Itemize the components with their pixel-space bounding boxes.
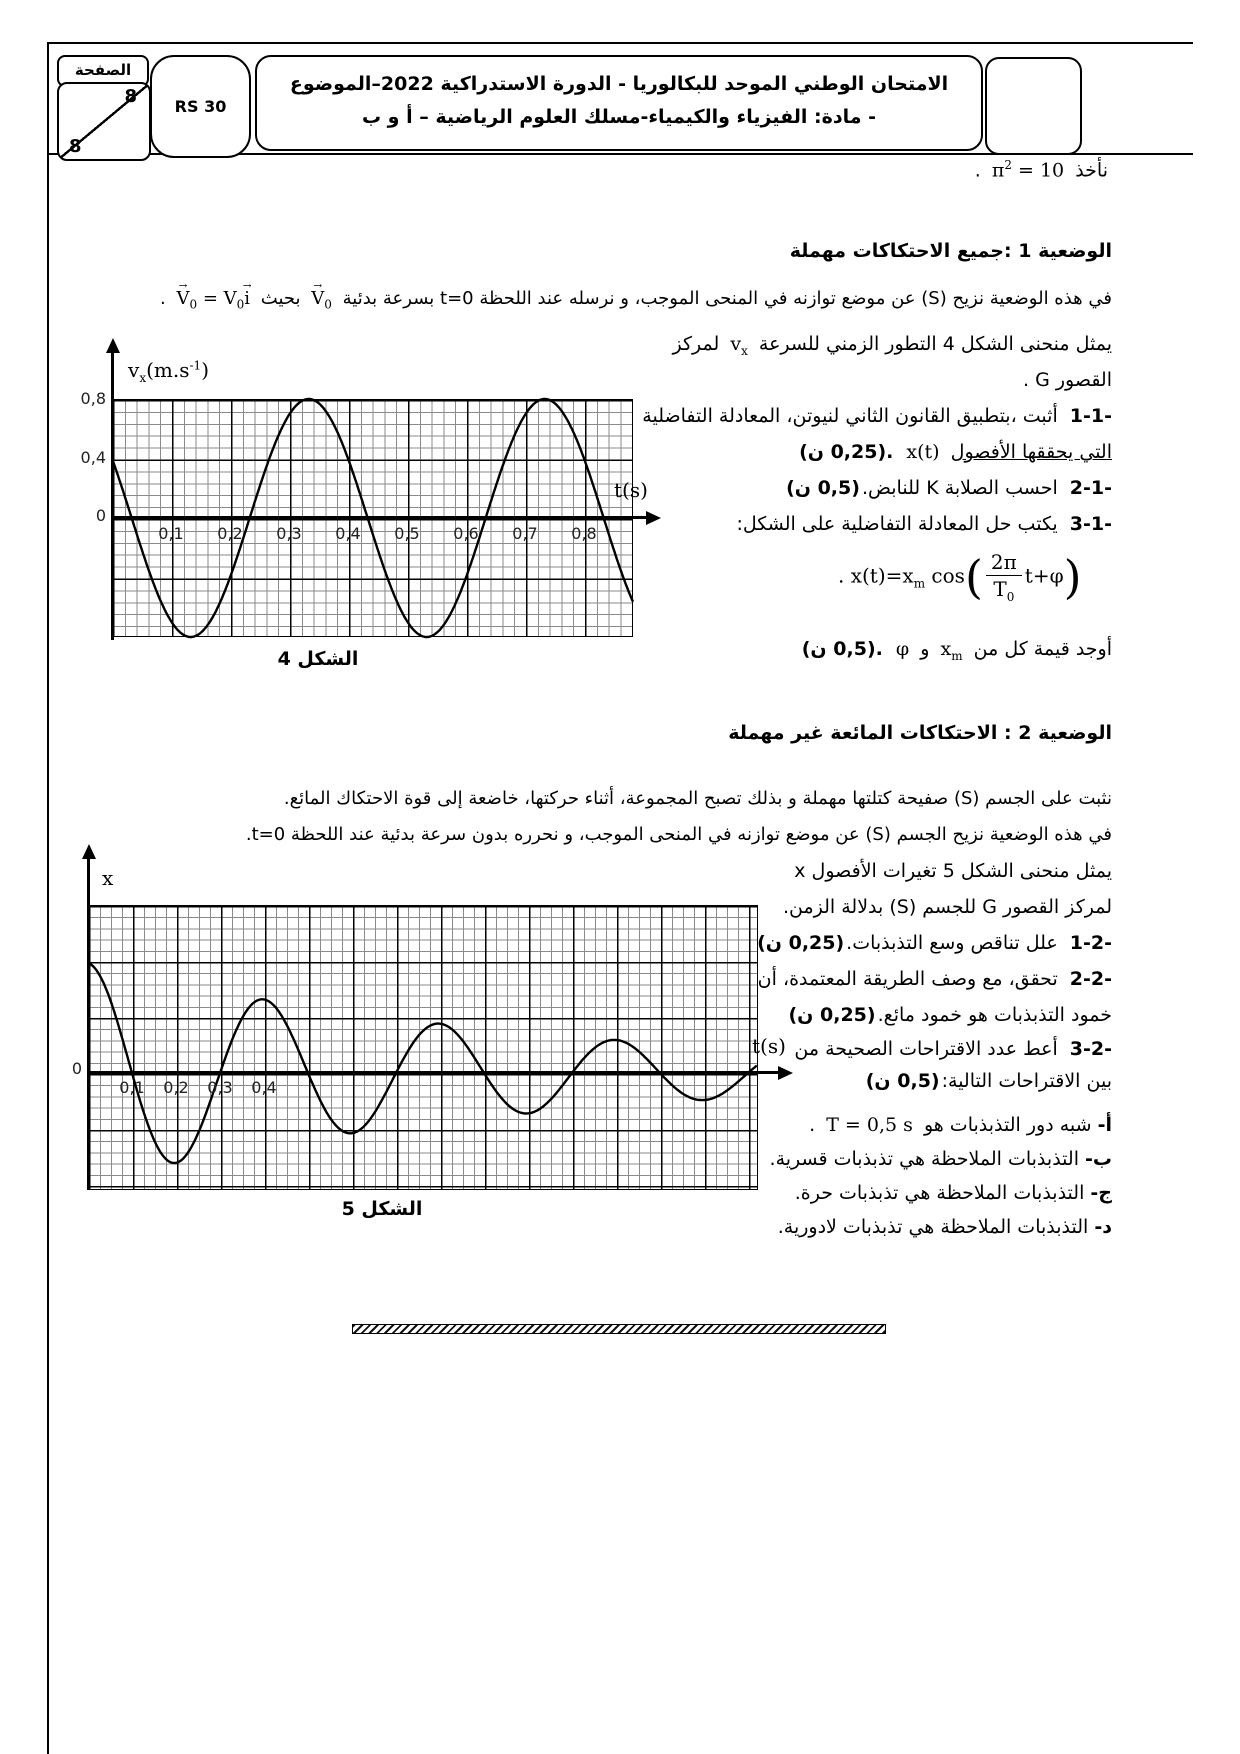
question-2-3-line1: 3-2- أعط عدد الاقتراحات الصحيحة من (794, 1038, 1112, 1060)
question-2-1-number: 1-2- (1069, 932, 1112, 954)
section-separator-bar (352, 1324, 886, 1334)
vx-symbol: vx (730, 333, 748, 358)
question-1-2-number: 2-1- (1069, 477, 1112, 499)
section2-paragraph1: نثبت على الجسم (S) صفيحة كتلتها مهملة و … (283, 788, 1112, 809)
question-1-1-line2: التي يحققها الأفصول x(t) .(0,25 ن) (799, 441, 1112, 463)
section1-title: الوضعية 1 :جميع الاحتكاكات مهملة (789, 240, 1112, 262)
fig4-zero-label: 0 (95, 506, 106, 525)
question-2-1: 1-2- علل تناقص وسع التذبذبات.(0,25 ن) (757, 932, 1112, 954)
question-2-3-line2: بين الاقتراحات التالية:(0,5 ن) (865, 1070, 1112, 1092)
fig5-x-tick-label: 0,3 (207, 1078, 233, 1097)
fig4-time-axis (112, 516, 648, 519)
xm-symbol: xm (940, 638, 963, 663)
exam-code-box: RS 30 (150, 55, 251, 158)
page-label-box: الصفحة (57, 55, 149, 87)
fraction-2pi-T0: 2π T0 (985, 550, 1022, 604)
fig4-caption: الشكل 4 (277, 648, 359, 670)
question-1-1-line1: 1-1- أثبت ،بتطبيق القانون الثاني لنيوتن،… (642, 405, 1112, 427)
solution-equation: . x(t)=xm cos(2π T0 t+φ) (838, 550, 1082, 604)
frame-left-line (47, 42, 49, 1754)
question-2-3-mark: (0,5 ن) (865, 1070, 940, 1092)
fig4-x-tick-label: 0,5 (394, 524, 420, 543)
fig5-time-axis-arrow (778, 1065, 793, 1080)
page-number-current: 8 (124, 86, 137, 107)
xt-symbol: x(t) (906, 441, 940, 463)
fig5-caption: الشكل 5 (341, 1198, 423, 1220)
fig5-y-axis-label: x (102, 866, 114, 890)
option-d: د- التذبذبات الملاحظة هي تذبذبات لادورية… (777, 1216, 1112, 1238)
question-2-1-mark: (0,25 ن) (757, 932, 845, 954)
fig4-y-axis-arrow (105, 338, 120, 353)
fig4-x-tick-label: 0,4 (335, 524, 361, 543)
question-2-2-line1: 2-2- تحقق، مع وصف الطريقة المعتمدة، أن (757, 968, 1112, 990)
exam-title-line1: الامتحان الوطني الموحد للبكالوريا - الدو… (289, 73, 949, 95)
question-1-1-number: 1-1- (1069, 405, 1112, 427)
fig4-y-tick-label: 0,4 (80, 448, 106, 467)
section2-line1: يمثل منحنى الشكل 5 تغيرات الأفصول x (794, 860, 1112, 882)
fig5-x-tick-label: 0,2 (163, 1078, 189, 1097)
fig4-curve (110, 397, 635, 639)
fig4-x-tick-label: 0,1 (158, 524, 184, 543)
option-c: ج- التذبذبات الملاحظة هي تذبذبات حرة. (794, 1182, 1112, 1204)
header-separator-line (47, 153, 1193, 155)
option-d-key: د- (1094, 1216, 1112, 1238)
fig5-y-axis-arrow (81, 844, 96, 859)
pi-squared-formula: π2 = 10 (991, 158, 1065, 182)
header-empty-box (985, 57, 1082, 155)
section2-paragraph2: في هذه الوضعية نزيح الجسم (S) عن موضع تو… (245, 824, 1112, 845)
fig4-x-tick-label: 0,8 (571, 524, 597, 543)
fig4-x-tick-label: 0,7 (512, 524, 538, 543)
section2-title: الوضعية 2 : الاحتكاكات المائعة غير مهملة (728, 722, 1112, 744)
fig4-x-tick-label: 0,2 (217, 524, 243, 543)
intro-lead: نأخذ (1075, 159, 1108, 182)
section1-line2: القصور G . (1022, 369, 1112, 391)
option-a-key: أ- (1097, 1114, 1112, 1136)
section1-line1: يمثل منحنى الشكل 4 التطور الزمني للسرعة … (672, 333, 1112, 358)
page-fraction-box: 8 8 (57, 82, 151, 161)
fig4-x-tick-label: 0,6 (453, 524, 479, 543)
fig5-grid (88, 905, 758, 1190)
fig4-time-axis-arrow (646, 510, 661, 525)
question-2-2-number: 2-2- (1069, 968, 1112, 990)
question-1-2: 2-1- احسب الصلابة K للنابض.(0,5 ن) (786, 477, 1112, 499)
fig4-x-tick-label: 0,3 (276, 524, 302, 543)
section1-paragraph: في هذه الوضعية نزيح (S) عن موضع توازنه ف… (160, 288, 1112, 312)
question-1-2-mark: (0,5 ن) (786, 477, 860, 499)
frame-top-line (47, 42, 1193, 44)
fig5-time-axis (88, 1071, 780, 1074)
fig5-curve (87, 962, 758, 1165)
question-1-3: 3-1- يكتب حل المعادلة التفاضلية على الشك… (736, 513, 1112, 535)
page-label: الصفحة (74, 61, 132, 79)
fig5-x-tick-label: 0,4 (251, 1078, 277, 1097)
fig4-y-tick-label: 0,8 (80, 389, 106, 408)
question-2-2-mark: (0,25 ن) (788, 1004, 876, 1026)
v0-vector: V0 (311, 288, 332, 312)
period-value: T = 0,5 s (826, 1114, 913, 1136)
v0-equation: V0 = V0i (176, 288, 250, 312)
fig5-x-axis-label: t(s) (752, 1034, 786, 1058)
option-b-key: ب- (1085, 1148, 1112, 1170)
exam-title-line2: - مادة: الفيزياء والكيمياء-مسلك العلوم ا… (361, 106, 877, 129)
fig4-x-axis-label: t(s) (614, 478, 648, 502)
option-a: أ- شبه دور التذبذبات هو T = 0,5 s . (809, 1114, 1112, 1136)
fig4-y-axis-label: vx(m.s-1) (128, 358, 209, 385)
fig5-x-tick-label: 0,1 (119, 1078, 145, 1097)
exam-title-box: الامتحان الوطني الموحد للبكالوريا - الدو… (255, 55, 983, 151)
intro-line: نأخذ π2 = 10 . (974, 158, 1108, 182)
question-2-2-line2: خمود التذبذبات هو خمود مائع.(0,25 ن) (788, 1004, 1112, 1026)
find-values-mark: .(0,5 ن) (801, 638, 883, 660)
section2-line2: لمركز القصور G للجسم (S) بدلالة الزمن. (782, 896, 1112, 918)
question-1-3-number: 3-1- (1069, 513, 1112, 535)
page-number-total: 8 (69, 136, 82, 157)
fig5-zero-label: 0 (71, 1059, 82, 1078)
option-c-key: ج- (1090, 1182, 1112, 1204)
option-b: ب- التذبذبات الملاحظة هي تذبذبات قسرية. (769, 1148, 1112, 1170)
question-1-1-mark: .(0,25 ن) (799, 441, 894, 463)
phi-symbol: φ (895, 638, 910, 660)
question-2-3-number: 3-2- (1069, 1038, 1112, 1060)
find-values-line: أوجد قيمة كل من xm و φ .(0,5 ن) (801, 638, 1112, 663)
exam-code: RS 30 (174, 97, 227, 116)
